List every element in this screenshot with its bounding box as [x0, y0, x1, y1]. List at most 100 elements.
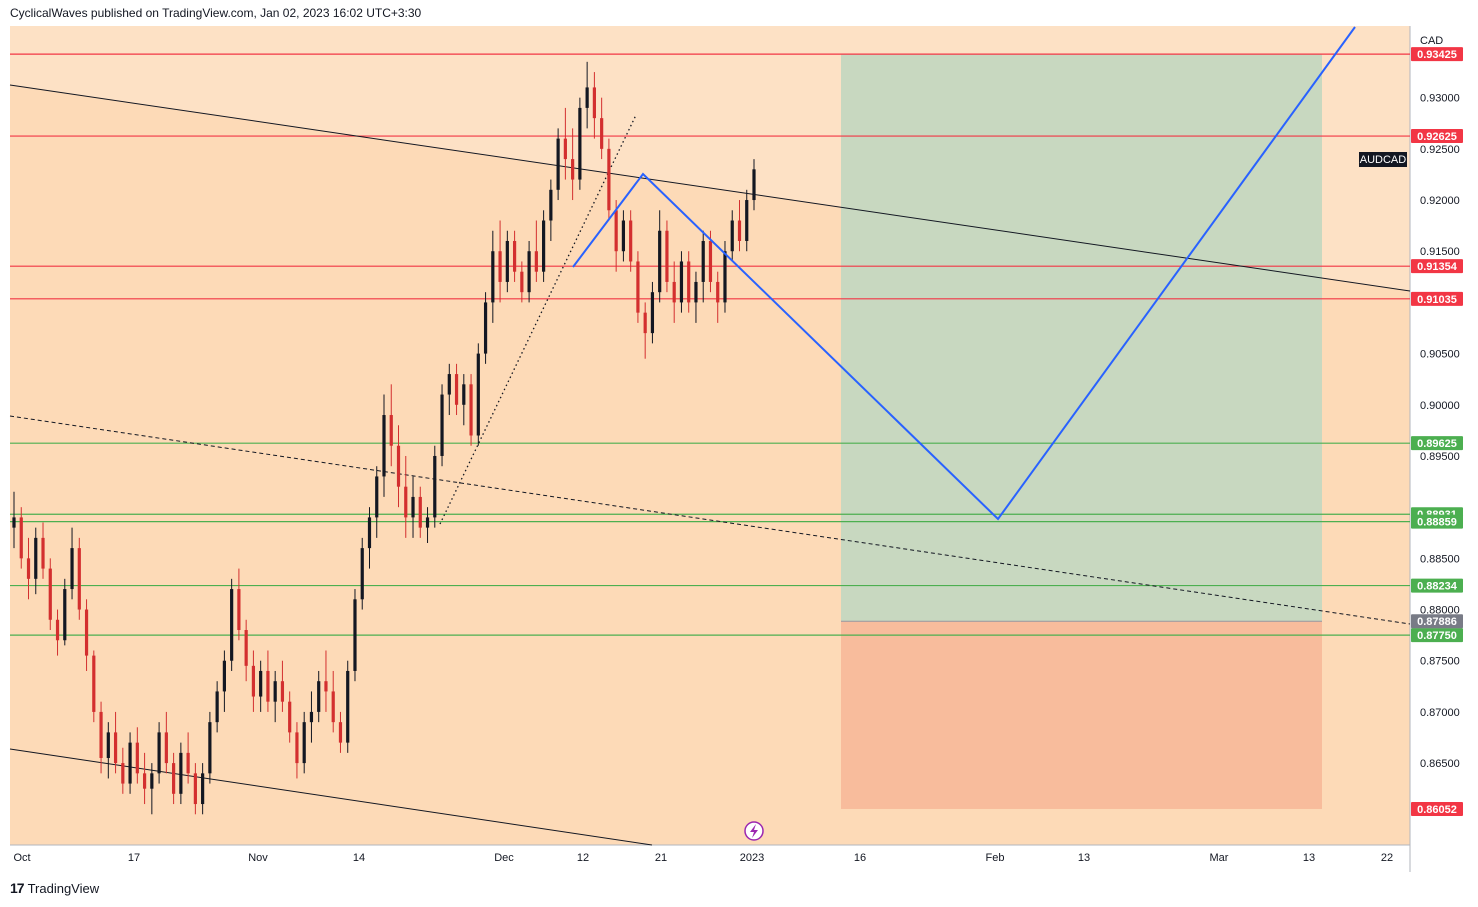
footer: 17 TradingView [10, 880, 99, 896]
candle-body [418, 496, 422, 528]
candle-body [571, 159, 575, 180]
candle-body [375, 476, 379, 518]
candle-body [55, 619, 60, 641]
candle-body [317, 681, 321, 712]
candle-body [469, 384, 473, 436]
time-tick-label: 12 [577, 852, 589, 864]
time-tick-label: Feb [986, 852, 1005, 864]
price-tag-0.92625: 0.92625 [1417, 131, 1457, 143]
price-tag-0.91354: 0.91354 [1417, 261, 1458, 273]
candle-body [230, 589, 234, 661]
candle-body [142, 773, 147, 789]
candle-body [302, 722, 306, 764]
candle-body [193, 773, 197, 805]
price-tick-label: 0.87000 [1420, 707, 1460, 719]
price-tick-label: 0.86500 [1420, 758, 1460, 770]
candle-body [309, 711, 314, 723]
time-tick-label: 21 [655, 852, 667, 864]
candle-body [396, 445, 401, 487]
price-tag-0.88859: 0.88859 [1417, 517, 1457, 529]
price-tag-stop-bg [1411, 801, 1463, 816]
price-tag-0.93425-bg [1411, 47, 1463, 62]
candle-body [701, 240, 705, 282]
candle-body [614, 210, 618, 252]
candle-body [679, 261, 684, 303]
candle-body [650, 292, 655, 334]
candle-body [201, 773, 205, 805]
publish-header: CyclicalWaves published on TradingView.c… [10, 6, 421, 20]
price-tag-0.91354-bg [1411, 259, 1463, 274]
candle-body [433, 455, 437, 518]
candle-body [331, 691, 335, 723]
price-tag-0.93425: 0.93425 [1417, 49, 1457, 61]
candle-body [476, 353, 480, 436]
candle-body [244, 630, 248, 666]
candle-body [512, 240, 517, 272]
candle-body [752, 169, 756, 201]
candle-body [288, 701, 292, 733]
candle-body [157, 732, 161, 774]
projection-path[interactable] [572, 26, 1356, 521]
candle-body [92, 655, 96, 712]
candle-body [505, 240, 509, 282]
candle-body [563, 138, 567, 160]
price-tick-label: 0.90000 [1420, 400, 1460, 412]
candle-body [542, 220, 546, 272]
candle-body [498, 251, 502, 282]
price-tick-label: 0.88000 [1420, 605, 1460, 617]
time-tick-label: 17 [128, 852, 140, 864]
candle-body [121, 763, 125, 784]
candle-body [585, 87, 589, 108]
candle-body [687, 261, 691, 303]
candle-body [215, 691, 219, 723]
candle-body [737, 220, 742, 241]
candle-body [672, 281, 676, 303]
candle-body [578, 107, 582, 180]
candle-body [346, 670, 350, 743]
time-tick-label: Nov [248, 852, 268, 864]
candle-body [723, 251, 727, 303]
brand-label: TradingView [27, 880, 100, 896]
candle-body [411, 496, 415, 518]
candle-body [491, 251, 495, 303]
candle-body [150, 773, 154, 789]
trendlines[interactable] [9, 84, 1411, 846]
price-tag-0.92625-bg [1411, 129, 1463, 144]
price-tick-label: 0.92000 [1420, 195, 1460, 207]
candle-body [266, 670, 270, 702]
price-tick-label: 0.93000 [1420, 93, 1460, 105]
price-tick-label: 0.88500 [1420, 553, 1460, 565]
horizontal-levels[interactable] [10, 53, 1410, 636]
candle-body [295, 732, 299, 764]
candles [12, 61, 756, 815]
candle-body [454, 374, 459, 405]
price-labels: 0.934250.926250.913540.910350.896250.889… [1359, 47, 1463, 816]
candle-body [716, 281, 720, 303]
candle-body [694, 281, 698, 303]
price-tick-label: 0.87500 [1420, 656, 1460, 668]
price-axis[interactable]: 0.93000 0.92500 0.92000 0.91500 0.90500 0.900… [1420, 35, 1460, 770]
candle-body [592, 87, 596, 119]
upper-channel-line [9, 84, 1411, 292]
candle-body [179, 752, 183, 794]
candle-body [273, 681, 277, 702]
candle-body [164, 732, 168, 764]
time-axis[interactable]: Oct 17 Nov 14 Dec 12 21 2023 16 Feb 13 Mar 13 22 [13, 852, 1393, 864]
time-tick-label: 13 [1078, 852, 1090, 864]
candle-body [643, 312, 647, 334]
candle-body [26, 558, 31, 579]
price-tag-0.91035-bg [1411, 291, 1463, 306]
time-tick-label: 22 [1381, 852, 1393, 864]
time-tick-label: Oct [13, 852, 30, 864]
candle-body [389, 415, 393, 446]
candle-body [19, 517, 23, 559]
event-marker[interactable] [744, 821, 764, 841]
tradingview-logo-icon[interactable]: 17 [10, 880, 25, 896]
position-box[interactable] [841, 54, 1322, 809]
candle-body [636, 261, 640, 313]
candle-body [534, 251, 538, 272]
currency-label: CAD [1420, 35, 1443, 47]
candle-body [658, 230, 662, 293]
price-tag-0.88234-bg [1411, 578, 1463, 593]
